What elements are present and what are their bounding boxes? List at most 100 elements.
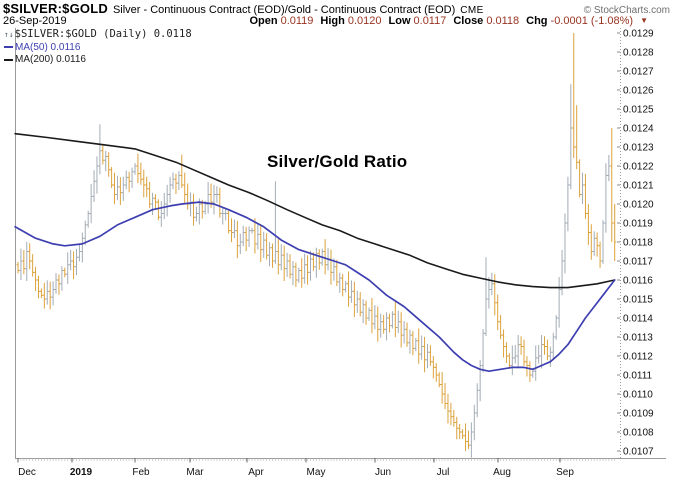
ohlc-bar bbox=[22, 250, 26, 275]
ohlc-bar bbox=[496, 294, 500, 331]
ohlc-bar bbox=[487, 277, 491, 309]
ohlc-bar bbox=[384, 312, 389, 341]
ohlc-bar bbox=[124, 170, 128, 190]
ohlc-bar bbox=[142, 169, 146, 198]
updown-arrows-icon: ↑↓ bbox=[4, 30, 14, 39]
ohlc-bar bbox=[25, 241, 29, 281]
ohlc-bar bbox=[294, 262, 298, 287]
ohlc-bar bbox=[390, 311, 394, 329]
ohlc-bar bbox=[598, 241, 602, 268]
ohlc-bar bbox=[542, 336, 547, 355]
ohlc-bar bbox=[510, 345, 514, 376]
symbol-description: Silver - Continuous Contract (EOD)/Gold … bbox=[112, 4, 456, 16]
quote-strip: Open 0.0119 High 0.0120 Low 0.0117 Close 0.0… bbox=[249, 15, 648, 27]
ohlc-bar bbox=[221, 207, 225, 225]
ohlc-bar bbox=[458, 424, 462, 439]
ohlc-bar bbox=[238, 233, 242, 255]
header-line-2: 26-Sep-2019 Open 0.0119 High 0.0120 Low 0.0… bbox=[3, 15, 670, 27]
ohlc-bar bbox=[408, 329, 412, 354]
ohlc-bar bbox=[235, 221, 239, 259]
ohlc-bar bbox=[528, 361, 532, 382]
ma200-line bbox=[14, 132, 616, 289]
legend-ma200-row: MA(200) 0.0116 bbox=[4, 54, 192, 66]
header-line-1: $SILVER:$GOLD Silver - Continuous Contra… bbox=[3, 1, 670, 16]
x-axis-label: Aug bbox=[493, 467, 511, 478]
ohlc-bar bbox=[77, 244, 82, 262]
ohlc-bar bbox=[115, 175, 120, 201]
y-axis-label: 0.0120 bbox=[623, 200, 654, 211]
ohlc-bar bbox=[206, 182, 210, 214]
quote-change: Chg -0.0001 (-1.08%) bbox=[526, 15, 634, 27]
ohlc-bar bbox=[440, 372, 444, 404]
x-axis-label: Feb bbox=[132, 467, 150, 478]
ohlc-bar bbox=[101, 143, 105, 165]
ohlc-bar bbox=[19, 248, 23, 281]
ohlc-bar bbox=[346, 271, 351, 307]
ohlc-bar bbox=[490, 272, 494, 296]
quote-open: Open 0.0119 bbox=[249, 15, 314, 27]
y-axis-label: 0.0110 bbox=[623, 390, 653, 401]
x-axis-label: Sep bbox=[556, 467, 574, 478]
x-axis-label: Mar bbox=[186, 467, 204, 478]
ohlc-bar bbox=[273, 181, 277, 264]
ohlc-bar bbox=[121, 176, 125, 201]
ohlc-bar bbox=[104, 150, 108, 172]
ohlc-bar bbox=[63, 267, 67, 278]
legend-ma200-label: MA(200) 0.0116 bbox=[15, 54, 86, 65]
ohlc-bar bbox=[461, 429, 465, 439]
ohlc-bar bbox=[545, 339, 550, 361]
ohlc-bar bbox=[153, 194, 158, 209]
ohlc-bar bbox=[355, 290, 359, 313]
ohlc-bar bbox=[455, 416, 459, 440]
ohlc-bar bbox=[580, 172, 585, 205]
ohlc-bar bbox=[478, 359, 482, 402]
ohlc-bar bbox=[279, 244, 283, 271]
ohlc-bar bbox=[133, 163, 137, 175]
ohlc-bar bbox=[136, 153, 140, 184]
ohlc-bar bbox=[548, 346, 552, 367]
ohlc-bar bbox=[224, 209, 228, 221]
ohlc-bar bbox=[566, 176, 570, 232]
ohlc-bar bbox=[449, 402, 453, 426]
ohlc-bar bbox=[610, 128, 614, 242]
ohlc-bar bbox=[162, 193, 166, 220]
ohlc-bar bbox=[578, 159, 582, 198]
ohlc-bar bbox=[607, 155, 611, 182]
ohlc-bar bbox=[525, 356, 529, 377]
ohlc-bar bbox=[110, 166, 114, 188]
ohlc-bar bbox=[361, 299, 365, 324]
y-axis-label: 0.0118 bbox=[623, 238, 653, 249]
ohlc-bar bbox=[411, 330, 415, 356]
ohlc-bar bbox=[443, 383, 447, 410]
ohlc-bar bbox=[89, 184, 93, 224]
ohlc-bar bbox=[28, 243, 32, 270]
ohlc-bar bbox=[95, 156, 99, 194]
quote-close: Close 0.0118 bbox=[453, 15, 520, 27]
ohlc-bar bbox=[557, 277, 561, 328]
ohlc-bar bbox=[276, 239, 280, 275]
y-axis-label: 0.0115 bbox=[623, 295, 653, 306]
ohlc-bar bbox=[425, 343, 430, 369]
ohlc-bar bbox=[534, 345, 538, 381]
ohlc-bar bbox=[446, 393, 450, 424]
x-axis-label: May bbox=[307, 467, 326, 478]
ohlc-bar bbox=[69, 250, 73, 271]
ohlc-bar bbox=[569, 84, 573, 190]
ohlc-bar bbox=[604, 163, 608, 233]
ohlc-bar bbox=[188, 192, 193, 217]
ohlc-bar bbox=[98, 124, 102, 175]
ohlc-bar bbox=[551, 332, 555, 360]
ohlc-bar bbox=[194, 206, 199, 222]
ohlc-bar bbox=[247, 226, 251, 247]
ma200-line-swatch bbox=[4, 58, 13, 61]
ohlc-bar bbox=[74, 248, 79, 275]
y-axis-label: 0.0116 bbox=[623, 276, 653, 287]
ohlc-bar bbox=[191, 193, 196, 226]
ohlc-bar bbox=[586, 203, 590, 245]
ohlc-bar bbox=[39, 288, 43, 299]
ohlc-bar bbox=[595, 232, 599, 257]
x-axis-label: Apr bbox=[248, 467, 264, 478]
quote-date: 26-Sep-2019 bbox=[3, 15, 67, 27]
ohlc-bar bbox=[572, 33, 576, 158]
